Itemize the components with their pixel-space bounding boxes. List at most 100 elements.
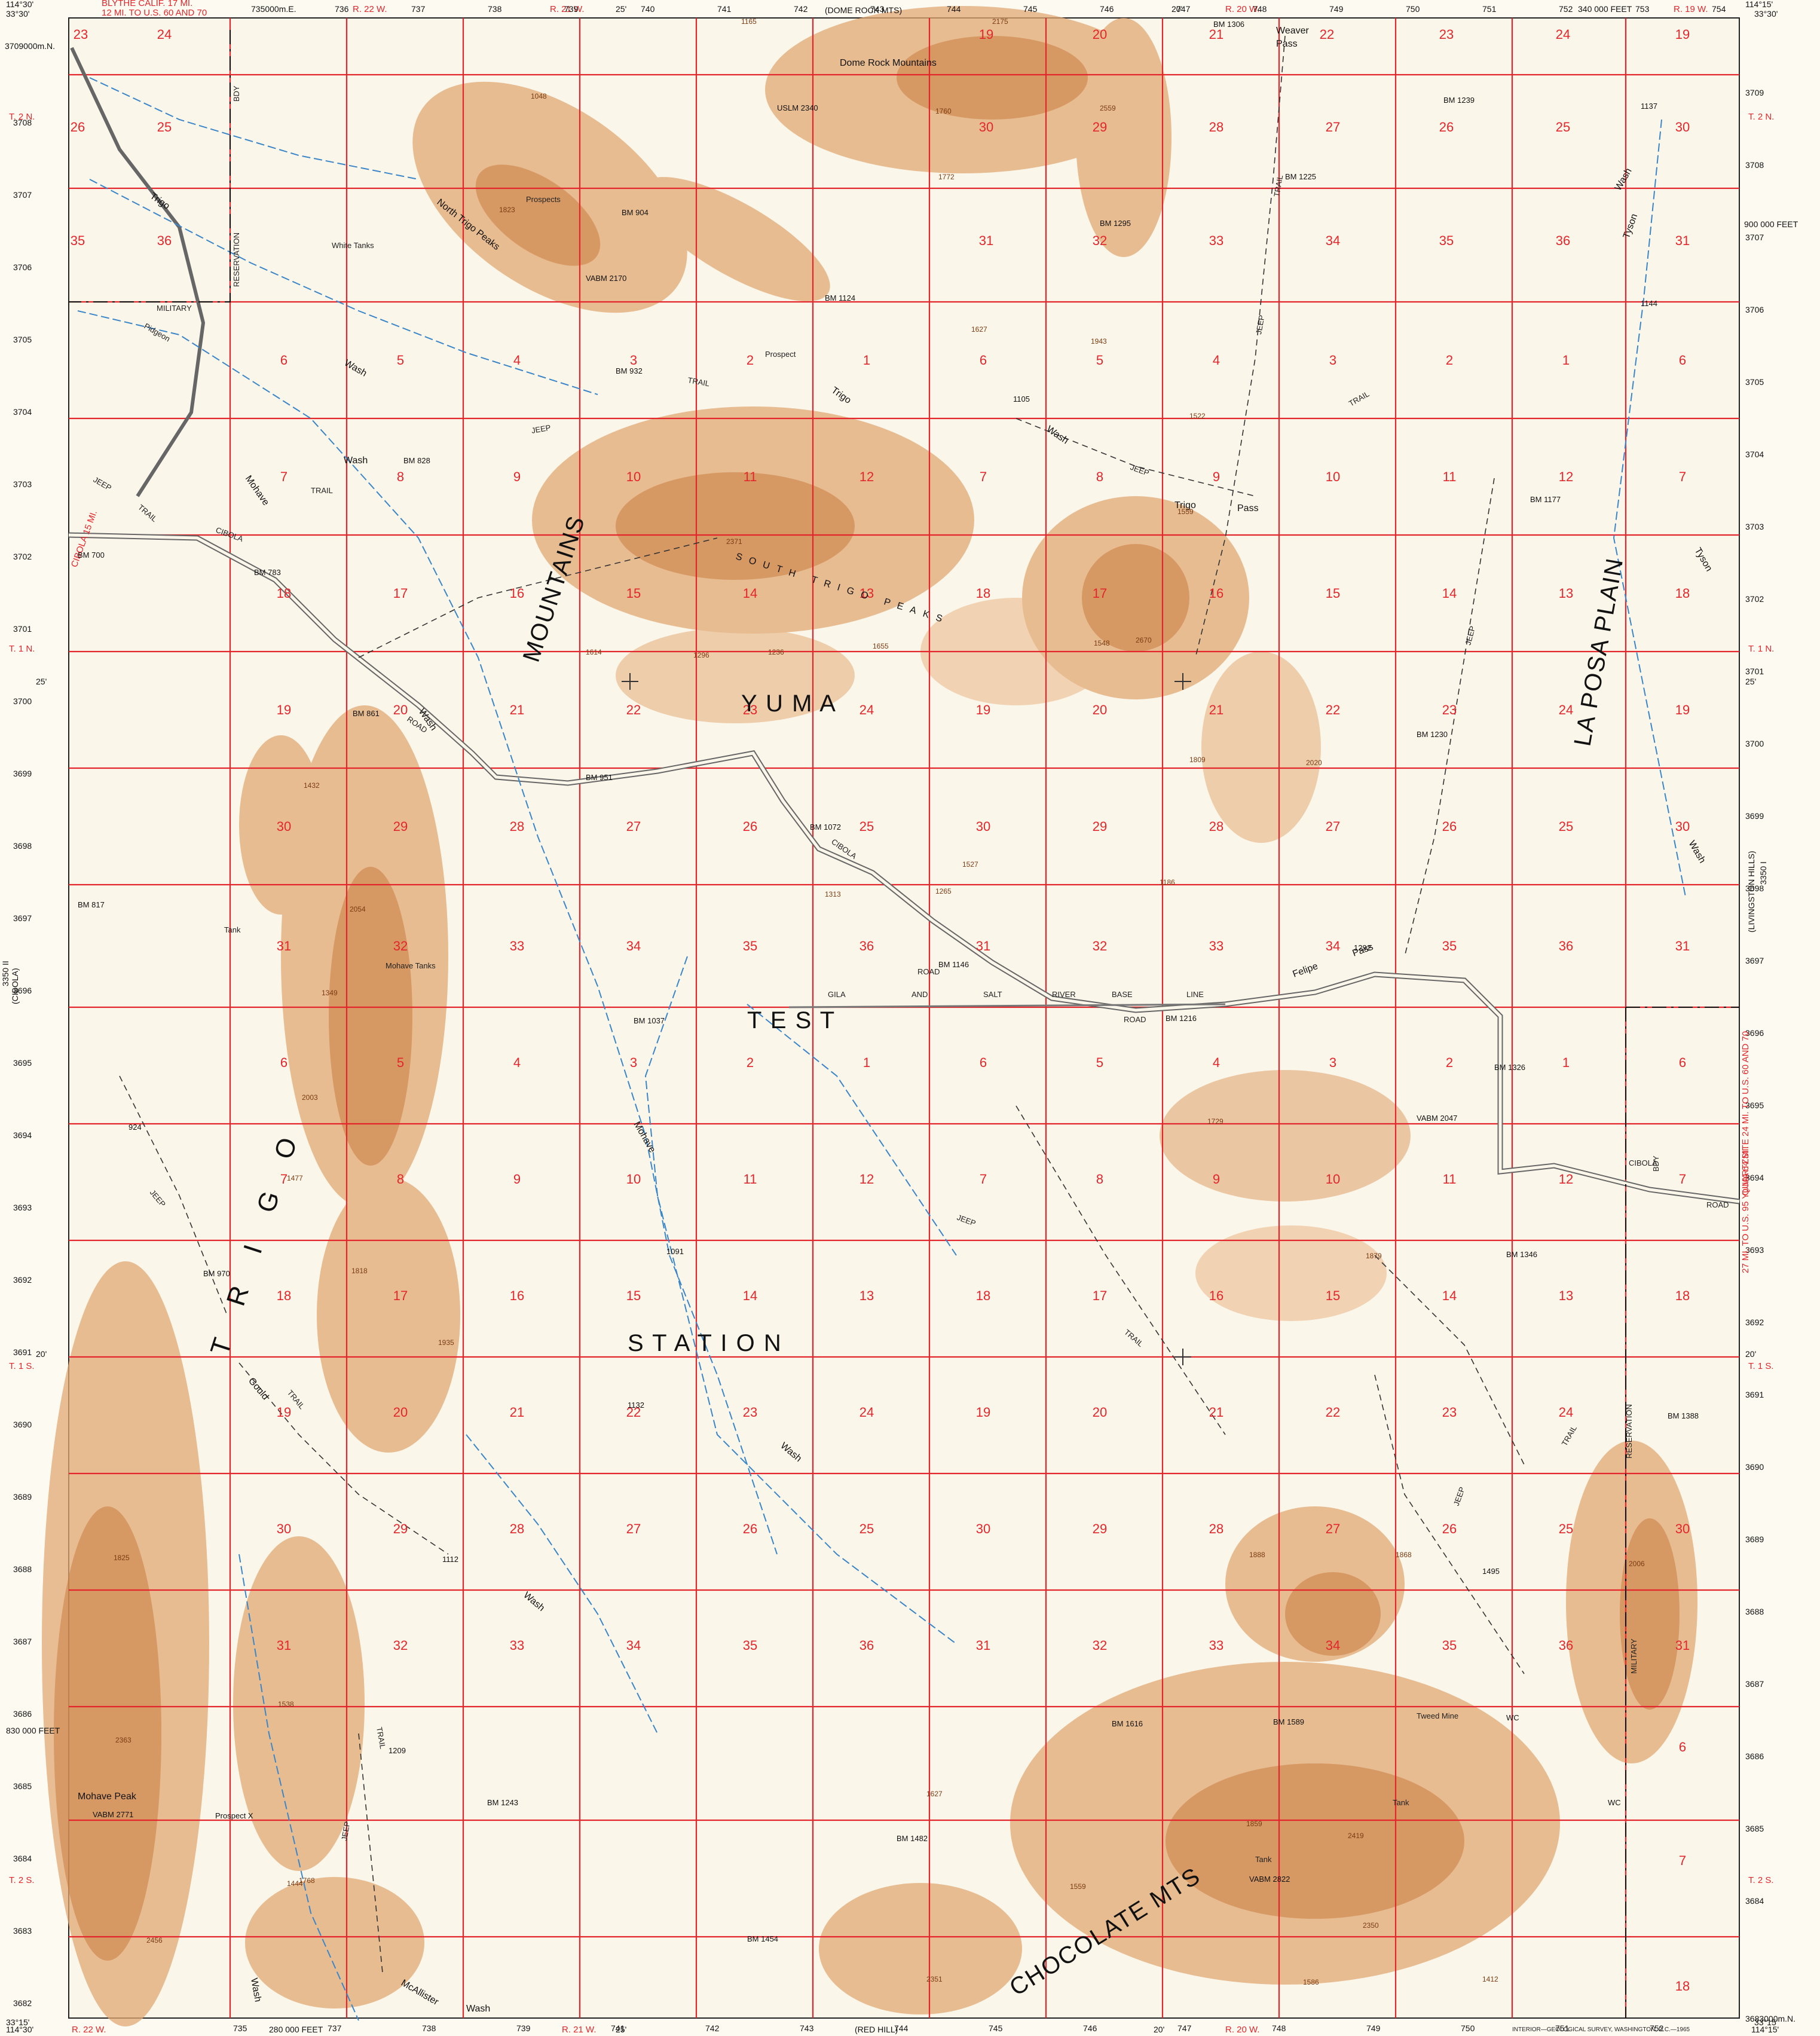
section-row12-6: 18 bbox=[976, 1288, 990, 1303]
utm-bottom-15: 752 bbox=[1650, 2023, 1664, 2033]
section-row5-10: 11 bbox=[1443, 469, 1457, 484]
utm-bottom-0: 735 bbox=[233, 2023, 247, 2033]
utm-right-5: 3704 bbox=[1745, 450, 1764, 459]
bm-1482: BM 1482 bbox=[897, 1834, 928, 1843]
mcallister-wash-2: Wash bbox=[466, 2004, 490, 2014]
utm-top-7: 743 bbox=[870, 4, 885, 14]
section-row9-4: 35 bbox=[743, 938, 757, 953]
prospect: Prospect bbox=[765, 350, 796, 359]
section-row6-9: 15 bbox=[1326, 586, 1340, 601]
section-row9-11: 36 bbox=[1559, 938, 1573, 953]
section-row4-10: 2 bbox=[1446, 353, 1453, 368]
benchmarks: BM 1306 BM 1239 1137 BM 1225 BM 1295 BM … bbox=[78, 20, 1699, 1943]
bm-1105: 1105 bbox=[1013, 395, 1030, 403]
section-row14-12: 30 bbox=[1675, 1521, 1690, 1536]
section-row2-8: 30 bbox=[1675, 120, 1690, 134]
section-row3-0: 35 bbox=[71, 233, 85, 248]
section-row15-3: 34 bbox=[626, 1638, 641, 1653]
section-row10-1: 5 bbox=[397, 1055, 404, 1070]
utm-right-4: 3705 bbox=[1745, 377, 1764, 387]
section-row5-0: 7 bbox=[280, 469, 287, 484]
section-row13-5: 24 bbox=[859, 1405, 874, 1420]
section-row12-8: 16 bbox=[1209, 1288, 1223, 1303]
section-row11-5: 12 bbox=[859, 1172, 874, 1187]
bm-1124: BM 1124 bbox=[825, 294, 855, 302]
wc-1: WC bbox=[1506, 1713, 1519, 1722]
section-row9-12: 31 bbox=[1675, 938, 1690, 953]
road-label-mid: ROAD bbox=[1124, 1015, 1146, 1024]
utm-right-7: 3702 bbox=[1745, 594, 1764, 604]
bm-828: BM 828 bbox=[403, 456, 430, 465]
section-row11-11: 12 bbox=[1559, 1172, 1573, 1187]
northing-feet-left: 830 000 FEET bbox=[6, 1726, 60, 1735]
bm-1209: 1209 bbox=[389, 1746, 406, 1755]
section-row10-2: 4 bbox=[513, 1055, 521, 1070]
section-row12-11: 13 bbox=[1559, 1288, 1573, 1303]
road-label-baseline: ROAD bbox=[917, 967, 940, 976]
bm-817: BM 817 bbox=[78, 900, 105, 909]
spot-height-47: 1627 bbox=[926, 1790, 943, 1798]
section-row8-10: 26 bbox=[1442, 819, 1457, 834]
spot-height-15: 1236 bbox=[768, 648, 784, 656]
section-row2-4: 28 bbox=[1209, 120, 1223, 134]
section-row8-6: 30 bbox=[976, 819, 990, 834]
trigo-pass-2: Pass bbox=[1237, 503, 1259, 513]
spot-height-32: 1729 bbox=[1207, 1117, 1223, 1126]
section-row5-9: 10 bbox=[1326, 469, 1340, 484]
township-t1s-left: T. 1 S. bbox=[9, 1361, 35, 1371]
section-row2-2: 30 bbox=[979, 120, 993, 134]
lat-bottom-left: 33°15' bbox=[6, 2017, 29, 2027]
adjoining-east: (LIVINGSTON HILLS) bbox=[1746, 851, 1756, 933]
utm-top-16: 752 bbox=[1559, 4, 1573, 14]
min-20-left: 20' bbox=[36, 1349, 47, 1359]
spot-height-45: 1586 bbox=[1303, 1978, 1319, 1986]
spot-height-35: 1859 bbox=[1246, 1820, 1262, 1828]
dome-rock-mountains: Dome Rock Mountains bbox=[840, 58, 937, 68]
trigo-pass: Trigo bbox=[1174, 500, 1196, 510]
section-row8-0: 30 bbox=[277, 819, 291, 834]
bm-1495: 1495 bbox=[1482, 1567, 1500, 1576]
section-row15-6: 31 bbox=[976, 1638, 990, 1653]
bdy-label-north: BDY bbox=[232, 85, 241, 102]
utm-right-19: 3690 bbox=[1745, 1462, 1764, 1472]
spot-height-8: 1943 bbox=[1091, 337, 1107, 346]
township-t2n-left: T. 2 N. bbox=[9, 112, 35, 122]
weaver-pass: Weaver bbox=[1276, 26, 1310, 36]
section-row14-4: 26 bbox=[743, 1521, 757, 1536]
section-row6-10: 14 bbox=[1442, 586, 1457, 601]
adjoining-west-id: 3350 II bbox=[1, 961, 10, 986]
section-row9-1: 32 bbox=[393, 938, 408, 953]
bm-1072: BM 1072 bbox=[810, 823, 841, 831]
utm-right-0: 3709 bbox=[1745, 88, 1764, 97]
bm-1306: BM 1306 bbox=[1213, 20, 1244, 29]
spot-height-17: 1432 bbox=[304, 781, 320, 790]
survey-credit: INTERIOR—GEOLOGICAL SURVEY, WASHINGTON, … bbox=[1512, 2026, 1690, 2033]
wc-2: WC bbox=[1608, 1798, 1621, 1807]
section-row5-12: 7 bbox=[1679, 469, 1686, 484]
section-row10-6: 6 bbox=[980, 1055, 987, 1070]
range-r20-top: R. 20 W. bbox=[1225, 4, 1260, 14]
spot-height-10: 1559 bbox=[1177, 508, 1194, 516]
section-row11-6: 7 bbox=[980, 1172, 987, 1187]
bm-1091: 1091 bbox=[666, 1247, 684, 1256]
spot-height-20: 2003 bbox=[302, 1093, 318, 1102]
section-row7-9: 22 bbox=[1326, 702, 1340, 717]
utm-top-1: 737 bbox=[411, 4, 426, 14]
section-row13-0: 19 bbox=[277, 1405, 291, 1420]
section-row4-12: 6 bbox=[1679, 353, 1686, 368]
spot-height-11: 2371 bbox=[726, 537, 742, 546]
section-row8-2: 28 bbox=[510, 819, 524, 834]
section-row1-4: 22 bbox=[1320, 27, 1334, 42]
section-row15-4: 35 bbox=[743, 1638, 757, 1653]
spot-height-12: 2670 bbox=[1136, 636, 1152, 644]
bm-1230: BM 1230 bbox=[1417, 730, 1448, 739]
utm-bottom-7: 744 bbox=[894, 2023, 909, 2033]
yuma-note: 27 MI. TO U.S. 95 YUMA 64 MI. bbox=[1741, 1146, 1751, 1273]
section-row8-11: 25 bbox=[1559, 819, 1573, 834]
spot-height-13: 1548 bbox=[1094, 639, 1110, 647]
utm-left-9: 3699 bbox=[13, 769, 32, 778]
section-row9-6: 31 bbox=[976, 938, 990, 953]
trail-label-1: TRAIL bbox=[1272, 175, 1284, 198]
utm-bottom-6: 743 bbox=[800, 2023, 814, 2033]
spot-height-27: 1768 bbox=[299, 1876, 315, 1885]
